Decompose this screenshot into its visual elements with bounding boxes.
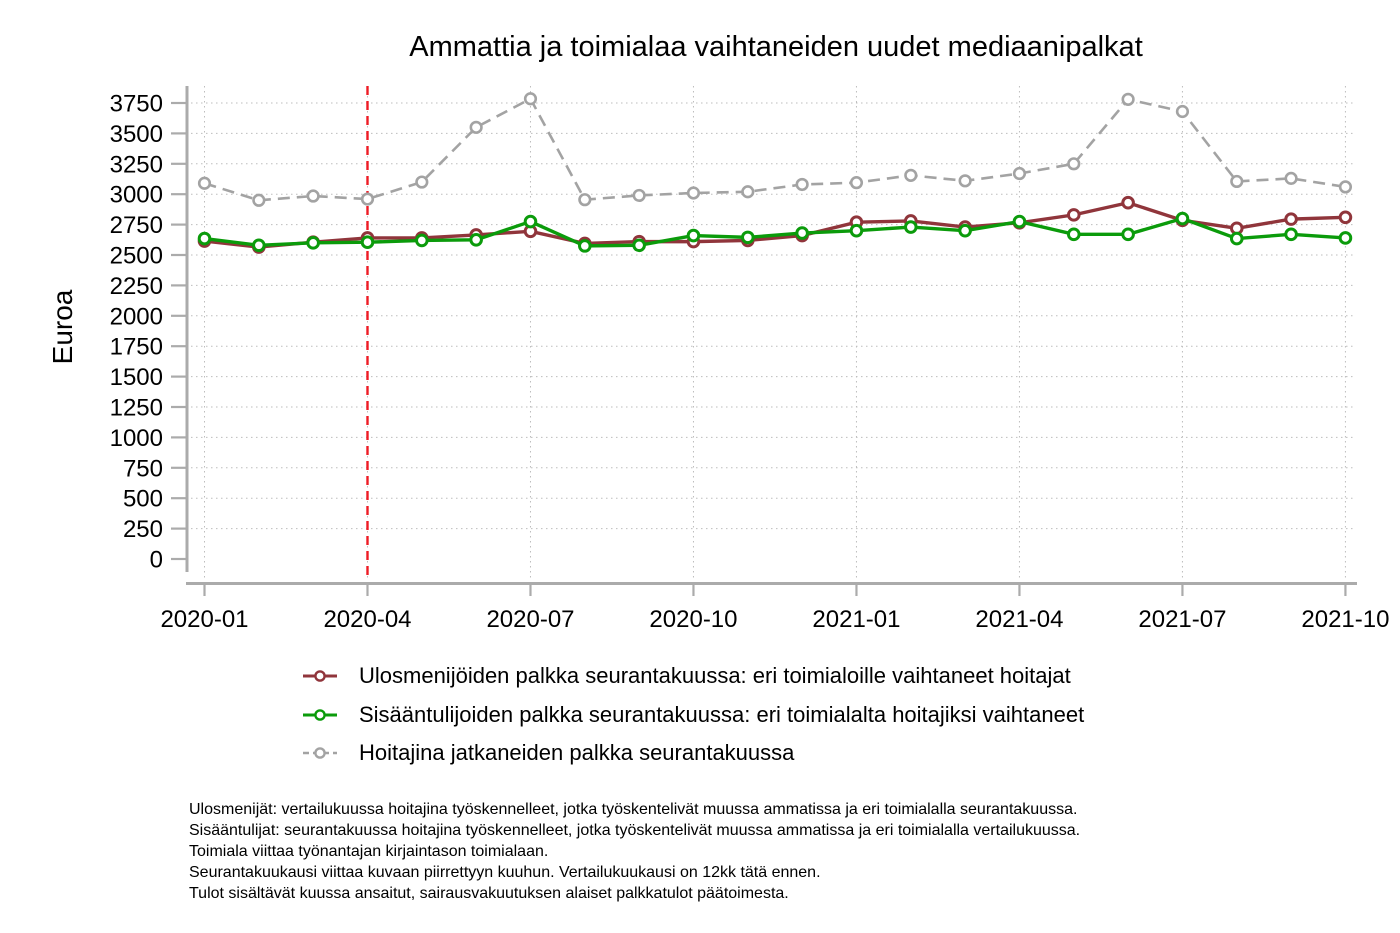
data-point	[1012, 166, 1027, 181]
footnote: Tulot sisältävät kuussa ansaitut, sairau…	[189, 885, 789, 902]
y-tick-label: 3750	[110, 91, 163, 118]
data-point	[469, 120, 483, 134]
footnote: Sisääntulijat: seurantakuussa hoitajina …	[189, 822, 1081, 839]
series-line-0	[204, 200, 1346, 249]
data-point	[415, 233, 429, 248]
data-point	[958, 174, 972, 188]
data-point	[252, 193, 266, 207]
data-point	[1121, 92, 1135, 106]
data-point	[415, 175, 429, 189]
data-point	[1067, 157, 1081, 171]
x-tick-label: 2020-04	[323, 606, 411, 633]
data-point	[1284, 227, 1298, 242]
legend-item-sisaantulijat: Sisääntulijoiden palkka seurantakuussa: …	[303, 696, 1084, 735]
y-tick-label: 3250	[110, 151, 163, 178]
legend-item-label: Ulosmenijöiden palkka seurantakuussa: er…	[359, 663, 1071, 689]
data-point	[958, 223, 972, 238]
data-point	[1121, 227, 1135, 242]
data-point	[197, 231, 212, 246]
data-point	[578, 193, 592, 207]
data-point	[795, 226, 809, 240]
data-point	[686, 186, 701, 200]
footnotes: Ulosmenijät: vertailukuussa hoitajina ty…	[189, 799, 1080, 904]
y-tick-label: 1250	[110, 395, 163, 422]
y-tick-label: 1000	[110, 425, 163, 452]
data-point	[306, 189, 320, 203]
data-point	[1284, 212, 1298, 226]
data-point	[632, 188, 646, 203]
data-point	[1230, 174, 1244, 189]
footnote: Seurantakuukausi viittaa kuvaan piirrett…	[189, 864, 821, 881]
data-point	[523, 92, 538, 106]
data-point	[252, 238, 266, 253]
data-point	[1066, 227, 1081, 242]
y-tick-label: 500	[123, 486, 163, 513]
y-tick-label: 3000	[110, 182, 163, 209]
legend-item-jatkaneet: Hoitajina jatkaneiden palkka seurantakuu…	[303, 734, 1084, 773]
y-tick-label: 1500	[110, 364, 163, 391]
series-line-2	[204, 96, 1346, 202]
data-point	[360, 235, 375, 250]
legend-item-ulosmenijat: Ulosmenijöiden palkka seurantakuussa: er…	[303, 657, 1084, 696]
data-point	[360, 192, 375, 206]
data-point	[849, 223, 864, 238]
data-point	[1338, 180, 1353, 194]
legend: Ulosmenijöiden palkka seurantakuussa: er…	[303, 657, 1084, 773]
data-point	[1284, 171, 1298, 185]
data-point	[903, 220, 918, 234]
y-tick-label: 3500	[110, 121, 163, 148]
data-point	[306, 236, 320, 250]
footnote: Ulosmenijät: vertailukuussa hoitajina ty…	[189, 801, 1078, 818]
y-tick-label: 0	[150, 547, 163, 574]
y-tick-label: 2000	[110, 303, 163, 330]
legend-line-marker-icon	[303, 708, 337, 721]
y-tick-label: 1750	[110, 334, 163, 361]
x-tick-label: 2021-07	[1138, 606, 1226, 633]
y-tick-label: 2250	[110, 273, 163, 300]
x-tick-label: 2020-01	[160, 606, 248, 633]
y-tick-label: 2500	[110, 243, 163, 270]
x-tick-label: 2021-04	[975, 606, 1063, 633]
data-point	[741, 230, 755, 245]
plot-area: 0 250 500 750 1000 1250 1500 1750 2000 2250 2500 27…	[110, 86, 1389, 633]
data-point	[849, 176, 864, 190]
data-point	[1175, 104, 1190, 119]
legend-item-label: Sisääntulijoiden palkka seurantakuussa: …	[359, 701, 1085, 727]
x-tick-label: 2021-10	[1301, 606, 1389, 633]
x-tick-label: 2021-01	[812, 606, 900, 633]
data-point	[1338, 231, 1353, 245]
data-point	[1229, 231, 1244, 246]
data-point	[197, 176, 212, 190]
x-tick-label: 2020-10	[649, 606, 737, 633]
data-point	[795, 177, 809, 192]
legend-item-label: Hoitajina jatkaneiden palkka seurantakuu…	[359, 740, 795, 766]
series-line-1	[204, 216, 1346, 248]
chart-title: Ammattia ja toimialaa vaihtaneiden uudet…	[409, 31, 1143, 63]
data-point	[1175, 211, 1190, 226]
data-point	[1338, 210, 1353, 225]
y-tick-label: 250	[123, 516, 163, 543]
data-point	[523, 214, 538, 229]
data-point	[578, 239, 592, 253]
data-point	[904, 168, 918, 182]
data-point	[1121, 195, 1135, 210]
data-point	[632, 238, 646, 253]
x-tick-label: 2020-07	[486, 606, 574, 633]
data-point	[741, 185, 755, 199]
legend-line-marker-icon	[303, 670, 337, 683]
data-point	[469, 233, 483, 247]
data-point	[686, 228, 701, 243]
data-point	[1012, 214, 1027, 229]
legend-line-marker-icon	[303, 747, 337, 760]
y-tick-label: 2750	[110, 212, 163, 239]
data-point	[1066, 208, 1081, 222]
y-tick-label: 750	[123, 455, 163, 482]
footnote: Toimiala viittaa työnantajan kirjaintaso…	[189, 843, 549, 860]
